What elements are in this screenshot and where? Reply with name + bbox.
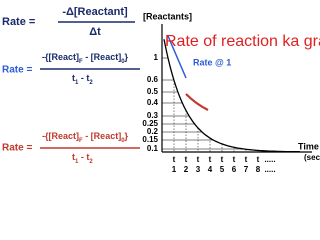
formula-text: - t	[78, 152, 89, 162]
y-tick-label: 0.3	[147, 111, 159, 120]
y-tick-label: 0.25	[142, 119, 158, 128]
y-tick-label: 0.6	[147, 75, 159, 84]
x-tick-label: t	[257, 155, 260, 164]
y-tick-label: 0.1	[147, 144, 159, 153]
x-tick-label: t	[233, 155, 236, 164]
denominator: t1 - t2	[72, 73, 93, 85]
x-tick-label: 2	[184, 165, 189, 174]
x-tick-label: t	[173, 155, 176, 164]
tangent-line	[167, 35, 187, 79]
y-tick-label: 0.15	[142, 135, 158, 144]
formula-text: - [React]	[83, 52, 122, 62]
denominator: t1 - t2	[72, 152, 93, 164]
overlay-title: Rate of reaction ka graph	[165, 33, 320, 50]
numerator: -{[React]F - [React]0}	[42, 52, 129, 64]
x-tick-label: .....	[264, 155, 275, 164]
formula-text: t	[72, 73, 75, 83]
subscript: 0	[121, 138, 125, 144]
subscript: 1	[75, 80, 79, 86]
decay-curve	[163, 39, 301, 153]
y-tick-label: 0.4	[147, 98, 159, 107]
x-tick-label: 3	[196, 165, 201, 174]
x-tick-label: 8	[256, 165, 261, 174]
secant-segment	[185, 93, 209, 111]
rate-lhs: Rate =	[2, 143, 32, 154]
subscript: 0	[121, 59, 125, 65]
formula-text: -{[React]	[42, 131, 79, 141]
subscript: 2	[89, 159, 93, 165]
x-tick-label: t	[197, 155, 200, 164]
x-tick-label: t	[245, 155, 248, 164]
rate-lhs: Rate =	[2, 65, 32, 76]
formula-text: }	[125, 131, 129, 141]
y-tick-label: 0.2	[147, 127, 159, 136]
numerator: -Δ[Reactant]	[62, 6, 128, 18]
x-axis-label: Time	[298, 141, 319, 151]
y-axis-label: [Reactants]	[143, 11, 192, 21]
x-axis-label: (sec	[304, 153, 320, 162]
x-tick-label: .....	[264, 165, 275, 174]
numerator: -{[React]F - [React]0}	[42, 131, 129, 143]
formula-text: -{[React]	[42, 52, 79, 62]
x-tick-label: t	[221, 155, 224, 164]
rate-lhs: Rate =	[2, 16, 35, 28]
formula-text: }	[125, 52, 129, 62]
screen: Rate = -Δ[Reactant] Δt Rate = -{[React]F…	[0, 0, 320, 180]
subscript: F	[79, 59, 83, 65]
x-tick-label: 5	[220, 165, 225, 174]
formula-text: t	[72, 152, 75, 162]
denominator: Δt	[89, 26, 101, 38]
x-tick-label: 1	[172, 165, 177, 174]
subscript: 1	[75, 159, 79, 165]
x-tick-label: 6	[232, 165, 237, 174]
x-tick-label: 7	[244, 165, 249, 174]
x-tick-label: t	[185, 155, 188, 164]
subscript: F	[79, 138, 83, 144]
formula-text: - [React]	[83, 131, 122, 141]
background	[0, 0, 320, 180]
y-tick-label: 1	[154, 53, 159, 62]
y-tick-label: 0.5	[147, 87, 159, 96]
tangent-label: Rate @ 1	[193, 57, 231, 67]
x-tick-label: t	[209, 155, 212, 164]
subscript: 2	[89, 80, 93, 86]
x-tick-label: 4	[208, 165, 213, 174]
formula-text: - t	[78, 73, 89, 83]
